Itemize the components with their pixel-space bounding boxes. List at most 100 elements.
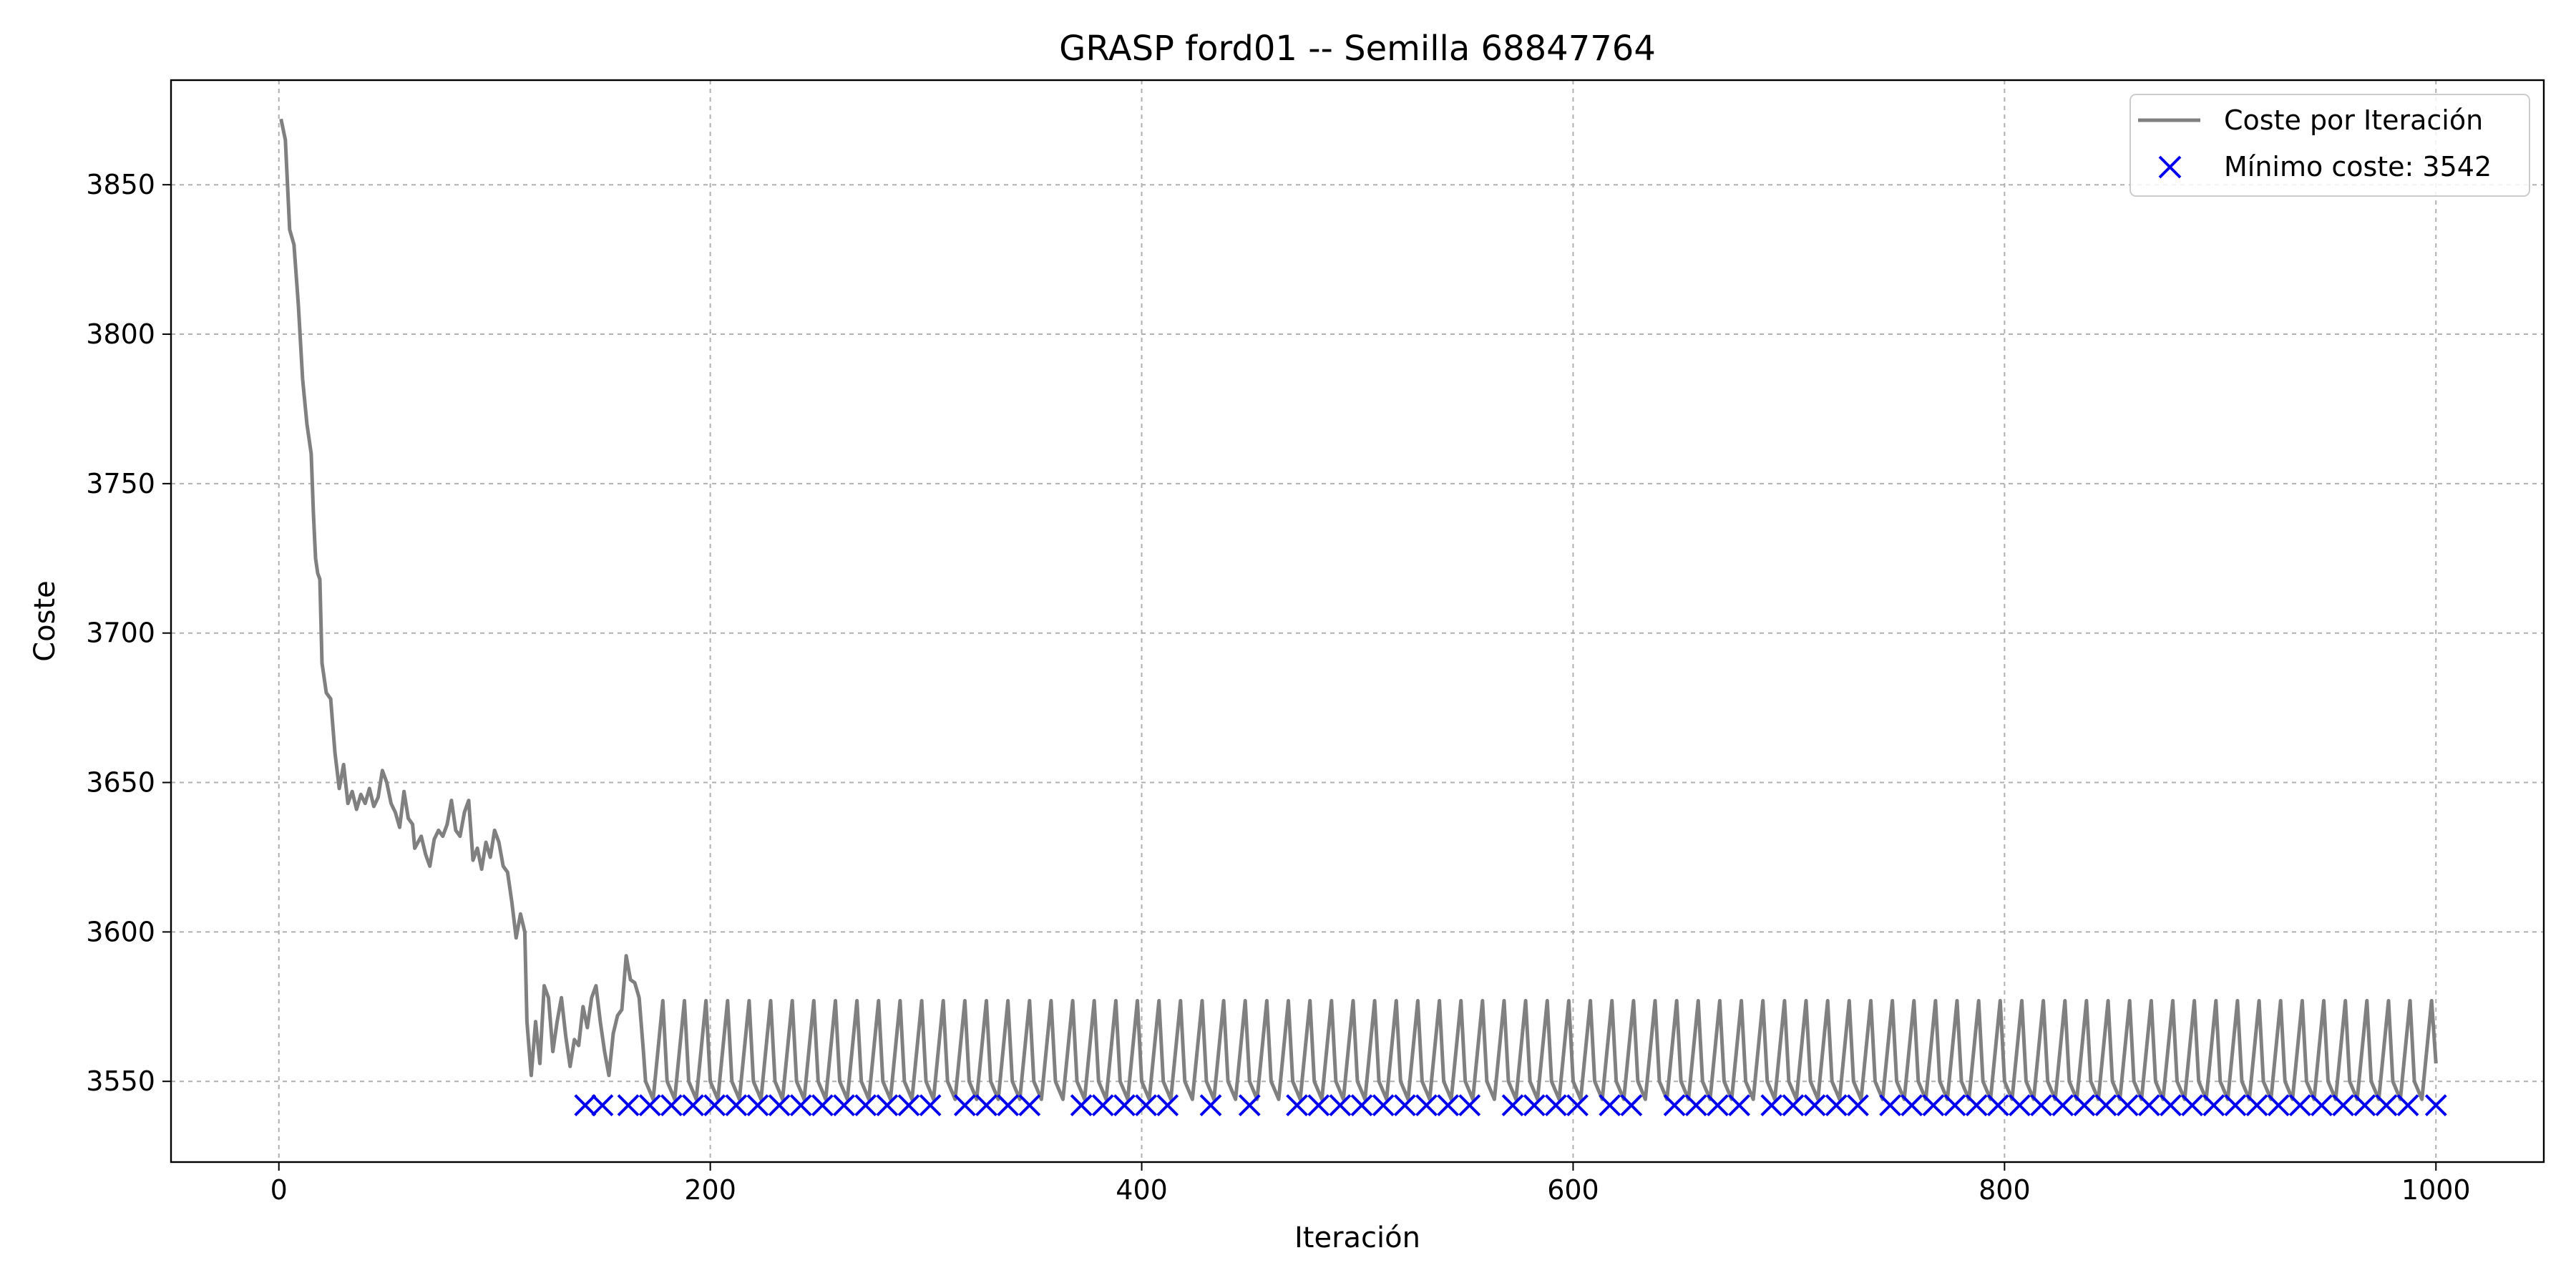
legend-box: [2129, 94, 2530, 197]
minimum-marker: [591, 1094, 614, 1117]
minimum-marker: [2267, 1094, 2290, 1117]
legend: Coste por Iteración Mínimo coste: 3542: [2129, 94, 2530, 197]
x-tick-label: 800: [1979, 1174, 2031, 1206]
minimum-marker: [2137, 1094, 2160, 1117]
minimum-marker: [1393, 1094, 1416, 1117]
x-tick-label: 600: [1547, 1174, 1599, 1206]
legend-marker-swatch: [2158, 155, 2182, 179]
plot-frame: [170, 79, 2545, 1163]
minimum-marker: [1760, 1094, 1783, 1117]
x-tick-label: 0: [270, 1174, 288, 1206]
minimum-marker: [660, 1094, 683, 1117]
minimum-marker: [1350, 1094, 1373, 1117]
minimum-marker: [2311, 1094, 2333, 1117]
minimum-marker: [1156, 1094, 1179, 1117]
minimum-marker: [953, 1094, 976, 1117]
y-tick-label: 3600: [86, 916, 155, 947]
minimum-marker: [1825, 1094, 1848, 1117]
minimum-marker: [1238, 1094, 1261, 1117]
minimum-marker: [1018, 1094, 1041, 1117]
minimum-marker: [1458, 1094, 1481, 1117]
y-axis-title: Coste: [29, 580, 62, 662]
axis-ticks: 0 200 400 600 800 1000 3550 3600 3650 3700 3750 380…: [86, 169, 2470, 1206]
minimum-marker: [1135, 1094, 1157, 1117]
x-axis-title: Iteración: [1294, 1221, 1420, 1254]
minimum-marker: [2245, 1094, 2268, 1117]
minimum-marker: [1415, 1094, 1438, 1117]
minimum-marker: [1199, 1094, 1222, 1117]
y-tick-label: 3550: [86, 1065, 155, 1097]
minimum-marker: [1307, 1094, 1330, 1117]
minimum-marker: [1879, 1094, 1902, 1117]
minimum-marker: [997, 1094, 1020, 1117]
minimum-marker: [2094, 1094, 2117, 1117]
minimum-marker: [1728, 1094, 1750, 1117]
minimum-marker: [1663, 1094, 1686, 1117]
y-tick-label: 3850: [86, 169, 155, 200]
x-tick-label: 200: [684, 1174, 736, 1206]
minimum-marker: [1901, 1094, 1923, 1117]
minimum-marker: [2030, 1094, 2053, 1117]
minimum-marker: [2224, 1094, 2247, 1117]
minimum-marker: [2073, 1094, 2096, 1117]
minimum-marker: [1846, 1094, 1869, 1117]
minimum-marker: [2353, 1094, 2376, 1117]
minimum-marker: [1943, 1094, 1966, 1117]
minimum-marker: [1620, 1094, 1643, 1117]
minimum-marker: [2181, 1094, 2204, 1117]
minimum-marker: [919, 1094, 942, 1117]
y-tick-label: 3800: [86, 318, 155, 350]
minimum-marker: [1684, 1094, 1707, 1117]
x-tick-label: 1000: [2401, 1174, 2471, 1206]
minimum-marker: [1113, 1094, 1136, 1117]
minimum-marker: [1965, 1094, 1988, 1117]
minimum-marker: [617, 1094, 640, 1117]
minimum-marker: [574, 1094, 597, 1117]
minimum-marker: [1599, 1094, 1621, 1117]
minimum-marker: [1922, 1094, 1945, 1117]
minimum-marker: [703, 1094, 726, 1117]
minimum-marker: [1803, 1094, 1826, 1117]
minimum-marker: [897, 1094, 920, 1117]
minimum-marker: [975, 1094, 997, 1117]
x-tick-label: 400: [1116, 1174, 1168, 1206]
minimum-marker: [1437, 1094, 1460, 1117]
minimum-marker: [1566, 1094, 1589, 1117]
legend-line-label: Coste por Iteración: [2224, 104, 2483, 136]
minimum-marker: [789, 1094, 812, 1117]
minimum-marker: [2202, 1094, 2225, 1117]
minimum-marker: [2160, 1094, 2182, 1117]
minimum-marker: [2396, 1094, 2419, 1117]
minimum-marker: [682, 1094, 704, 1117]
minimum-marker: [2424, 1094, 2447, 1117]
minimum-marker: [1544, 1094, 1567, 1117]
y-tick-label: 3700: [86, 618, 155, 649]
minimum-marker: [1501, 1094, 1524, 1117]
minimum-marker: [833, 1094, 855, 1117]
minimum-markers: [574, 1094, 2447, 1117]
minimum-marker: [854, 1094, 877, 1117]
minimum-marker: [1070, 1094, 1093, 1117]
minimum-marker: [876, 1094, 899, 1117]
minimum-marker: [638, 1094, 661, 1117]
y-tick-label: 3650: [86, 767, 155, 799]
minimum-marker: [1091, 1094, 1114, 1117]
y-tick-label: 3750: [86, 468, 155, 499]
minimum-marker: [725, 1094, 748, 1117]
minimum-marker: [746, 1094, 769, 1117]
minimum-marker: [811, 1094, 834, 1117]
minimum-marker: [1523, 1094, 1546, 1117]
minimum-marker: [2051, 1094, 2074, 1117]
minimum-marker: [2288, 1094, 2311, 1117]
legend-marker-label: Mínimo coste: 3542: [2224, 151, 2492, 182]
minimum-marker: [1707, 1094, 1729, 1117]
minimum-marker: [1286, 1094, 1309, 1117]
minimum-marker: [1372, 1094, 1395, 1117]
minimum-marker: [2009, 1094, 2031, 1117]
minimum-marker: [1986, 1094, 2009, 1117]
chart-title: GRASP ford01 -- Semilla 68847764: [1059, 29, 1656, 69]
minimum-marker: [768, 1094, 791, 1117]
minimum-marker: [2332, 1094, 2355, 1117]
